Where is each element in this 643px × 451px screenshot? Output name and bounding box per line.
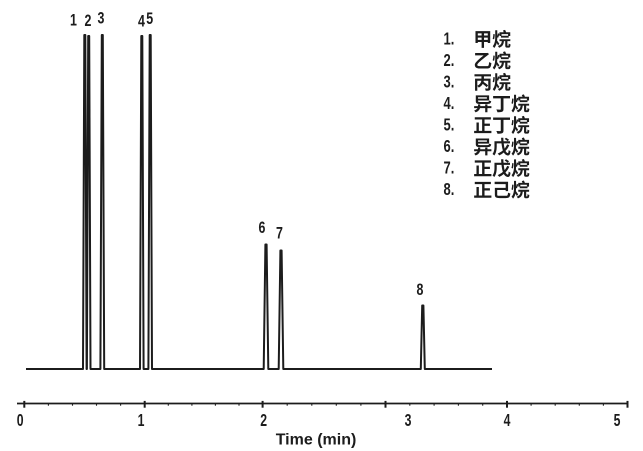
svg-text:1.: 1. bbox=[444, 30, 455, 50]
svg-text:6: 6 bbox=[259, 219, 266, 237]
svg-text:8: 8 bbox=[417, 281, 424, 299]
svg-text:0: 0 bbox=[17, 411, 24, 431]
svg-text:1: 1 bbox=[138, 411, 145, 431]
svg-text:2: 2 bbox=[260, 411, 267, 431]
svg-text:4: 4 bbox=[138, 13, 146, 31]
svg-text:5: 5 bbox=[146, 10, 153, 28]
svg-text:8.: 8. bbox=[444, 180, 455, 200]
svg-text:1: 1 bbox=[70, 12, 77, 30]
svg-text:7.: 7. bbox=[444, 159, 455, 179]
svg-text:3.: 3. bbox=[444, 73, 455, 93]
svg-text:3: 3 bbox=[98, 10, 105, 28]
svg-text:6.: 6. bbox=[444, 137, 455, 157]
svg-text:2: 2 bbox=[85, 12, 92, 30]
svg-text:4: 4 bbox=[504, 411, 511, 431]
svg-text:5.: 5. bbox=[444, 116, 455, 136]
svg-text:3: 3 bbox=[405, 411, 412, 431]
svg-text:5: 5 bbox=[614, 411, 621, 431]
svg-text:2.: 2. bbox=[444, 51, 455, 71]
svg-text:4.: 4. bbox=[444, 94, 455, 114]
svg-text:Time (min): Time (min) bbox=[276, 432, 357, 449]
svg-text:7: 7 bbox=[276, 225, 283, 243]
